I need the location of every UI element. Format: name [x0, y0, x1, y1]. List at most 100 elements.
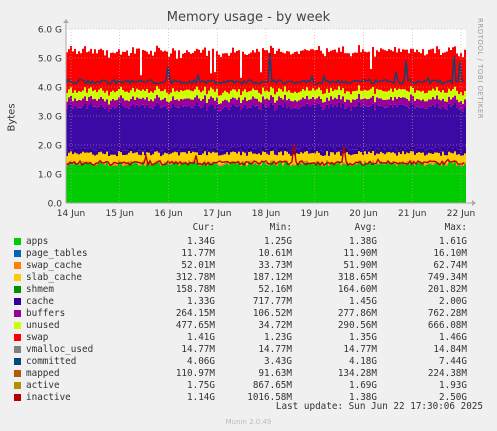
legend-cur-value: 110.97M [175, 368, 215, 379]
legend-max-value: 1.61G [439, 236, 467, 247]
legend-swatch [14, 334, 21, 341]
legend-swatch [14, 298, 21, 305]
legend-header-min: Min: [269, 222, 292, 233]
x-tick-label: 15 Jun [106, 209, 134, 219]
legend-min-value: 3.43G [264, 356, 292, 367]
legend-min-value: 1016.58M [247, 392, 292, 403]
legend-row-committed: committed 4.06G 3.43G 4.18G 7.44G [14, 356, 494, 367]
legend-swatch [14, 358, 21, 365]
legend-max-value: 1.93G [439, 380, 467, 391]
legend-label: cache [26, 296, 54, 307]
legend-swatch [14, 262, 21, 269]
legend-max-value: 2.00G [439, 296, 467, 307]
legend-cur-value: 158.78M [175, 284, 215, 295]
legend-max-value: 224.38M [427, 368, 467, 379]
legend-cur-value: 1.75G [187, 380, 215, 391]
legend-min-value: 106.52M [252, 308, 292, 319]
area-page_tables [66, 161, 466, 167]
y-tick-label: 2.0 G [38, 142, 62, 152]
legend-label: mapped [26, 368, 60, 379]
x-tick-label: 14 Jun [57, 209, 85, 219]
legend-min-value: 34.72M [258, 320, 292, 331]
y-tick-label: 5.0 G [38, 55, 62, 65]
munin-version-text: Munin 2.0.49 [225, 418, 272, 426]
legend-swatch [14, 238, 21, 245]
legend-max-value: 749.34M [427, 272, 467, 283]
x-tick-label: 18 Jun [252, 209, 280, 219]
legend-avg-value: 11.90M [343, 248, 377, 259]
legend-cur-value: 1.34G [187, 236, 215, 247]
legend-cur-value: 1.41G [187, 332, 215, 343]
legend-max-value: 14.84M [433, 344, 467, 355]
legend-row-shmem: shmem 158.78M 52.16M 164.60M 201.82M [14, 284, 494, 295]
area-cache [66, 101, 466, 152]
legend-row-slab_cache: slab_cache 312.78M 187.12M 318.65M 749.34M [14, 272, 494, 283]
y-tick-label: 1.0 G [38, 171, 62, 181]
legend-max-value: 201.82M [427, 284, 467, 295]
x-axis-arrow [472, 200, 476, 206]
legend-label: swap [26, 332, 49, 343]
legend-row-swap_cache: swap_cache 52.01M 33.73M 51.90M 62.74M [14, 260, 494, 271]
legend-row-mapped: mapped 110.97M 91.63M 134.28M 224.38M [14, 368, 494, 379]
legend-max-value: 62.74M [433, 260, 467, 271]
line-inactive [65, 144, 465, 167]
legend-avg-value: 1.69G [349, 380, 377, 391]
chart-title: Memory usage - by week [166, 10, 331, 25]
legend-row-apps: apps 1.34G 1.25G 1.38G 1.61G [14, 236, 494, 247]
legend-label: apps [26, 236, 49, 247]
x-tick-label: 22 Jun [447, 209, 475, 219]
legend-header-max: Max: [444, 222, 467, 233]
legend-swatch [14, 346, 21, 353]
legend-cur-value: 4.06G [187, 356, 215, 367]
legend-swatch [14, 274, 21, 281]
legend-row-buffers: buffers 264.15M 106.52M 277.86M 762.28M [14, 308, 494, 319]
line-committed [65, 53, 465, 86]
legend-max-value: 7.44G [439, 356, 467, 367]
x-tick-label: 21 Jun [398, 209, 426, 219]
legend-label: buffers [26, 308, 66, 319]
legend-min-value: 10.61M [258, 248, 292, 259]
legend-header-avg: Avg: [354, 222, 377, 233]
legend-avg-value: 1.38G [349, 392, 377, 403]
legend-swatch [14, 322, 21, 329]
legend-avg-value: 14.77M [343, 344, 377, 355]
legend-swatch [14, 310, 21, 317]
legend-label: swap_cache [26, 260, 82, 271]
legend-label: vmalloc_used [26, 344, 94, 355]
legend-label: page_tables [26, 248, 88, 259]
legend-row-swap: swap 1.41G 1.23G 1.35G 1.46G [14, 332, 494, 343]
y-axis-arrow [63, 19, 69, 23]
legend-swatch [14, 370, 21, 377]
legend-avg-value: 1.38G [349, 236, 377, 247]
x-tick-label: 16 Jun [154, 209, 182, 219]
legend-label: shmem [26, 284, 54, 295]
legend-row-active: active 1.75G 867.65M 1.69G 1.93G [14, 380, 494, 391]
x-tick-label: 20 Jun [349, 209, 377, 219]
legend-cur-value: 1.33G [187, 296, 215, 307]
legend-avg-value: 277.86M [337, 308, 377, 319]
legend-max-value: 762.28M [427, 308, 467, 319]
legend-row-vmalloc_used: vmalloc_used 14.77M 14.77M 14.77M 14.84M [14, 344, 494, 355]
legend-min-value: 33.73M [258, 260, 292, 271]
y-tick-label: 3.0 G [38, 113, 62, 123]
legend-max-value: 2.50G [439, 392, 467, 403]
legend-avg-value: 290.56M [337, 320, 377, 331]
legend-cur-value: 477.65M [175, 320, 215, 331]
legend-avg-value: 1.35G [349, 332, 377, 343]
legend-min-value: 14.77M [258, 344, 292, 355]
legend-cur-value: 1.14G [187, 392, 215, 403]
legend-header-cur: Cur: [192, 222, 215, 233]
legend-label: unused [26, 320, 60, 331]
legend-swatch [14, 382, 21, 389]
last-update-text: Last update: Sun Jun 22 17:30:06 2025 [275, 401, 483, 412]
legend-avg-value: 1.45G [349, 296, 377, 307]
legend-label: committed [26, 356, 77, 367]
area-slab_cache [66, 150, 466, 165]
legend-cur-value: 11.77M [181, 248, 215, 259]
x-tick-label: 17 Jun [203, 209, 231, 219]
legend-row-inactive: inactive 1.14G 1016.58M 1.38G 2.50G [14, 392, 494, 403]
rrdtool-watermark: RRDTOOL / TOBI OETIKER [476, 18, 484, 120]
legend-swatch [14, 250, 21, 257]
legend-avg-value: 51.90M [343, 260, 377, 271]
